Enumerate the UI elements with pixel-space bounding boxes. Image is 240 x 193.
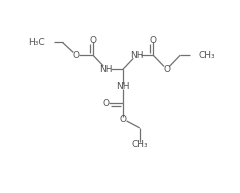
Text: NH: NH <box>130 51 143 60</box>
Text: O: O <box>120 114 126 124</box>
Text: CH₃: CH₃ <box>198 51 215 60</box>
Text: O: O <box>163 65 170 74</box>
Text: O: O <box>150 36 157 45</box>
Text: CH₃: CH₃ <box>132 140 148 149</box>
Text: NH: NH <box>116 82 130 91</box>
Text: NH: NH <box>100 65 113 74</box>
Text: O: O <box>102 99 109 108</box>
Text: O: O <box>73 51 80 60</box>
Text: O: O <box>89 36 96 45</box>
Text: H₃C: H₃C <box>28 38 45 47</box>
